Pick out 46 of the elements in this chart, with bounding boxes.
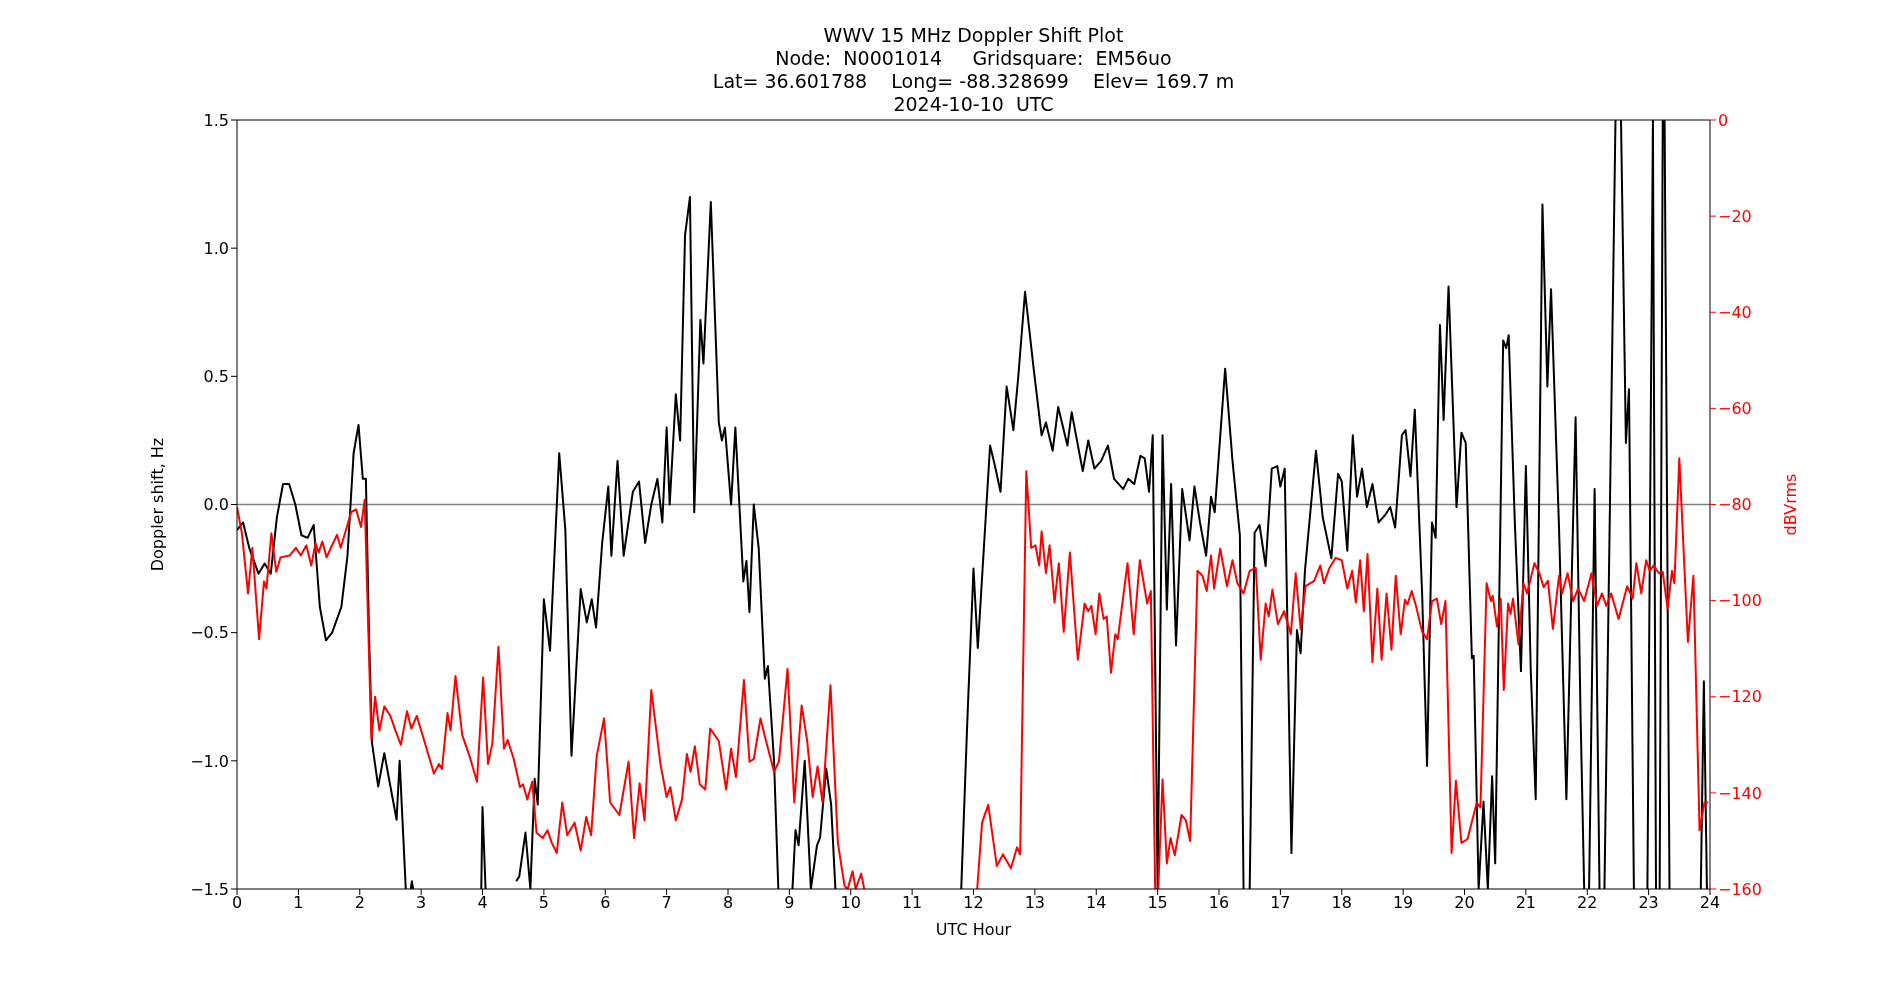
x-tick-label: 9 <box>784 893 795 913</box>
y-tick-label: 0.0 <box>203 495 229 515</box>
x-tick-label: 1 <box>293 893 304 913</box>
y2-tick-label: 0 <box>1718 110 1729 130</box>
y2-axis-title: dBVrms <box>1780 473 1800 536</box>
x-tick-label: 16 <box>1208 893 1230 913</box>
y2-tick-label: −80 <box>1718 495 1752 515</box>
y2-tick-label: −60 <box>1718 399 1752 419</box>
y-tick-label: 1.0 <box>203 238 229 258</box>
x-tick-label: 2 <box>354 893 365 913</box>
x-tick-label: 15 <box>1147 893 1168 913</box>
y-tick-label: 0.5 <box>203 367 229 387</box>
x-tick-label: 17 <box>1270 893 1291 913</box>
x-tick-label: 21 <box>1515 893 1537 913</box>
y2-tick-label: −140 <box>1718 783 1762 803</box>
x-tick-label: 18 <box>1331 893 1352 913</box>
x-tick-label: 0 <box>231 893 243 913</box>
y-tick-label: −1.5 <box>190 879 229 899</box>
x-tick-label: 11 <box>901 893 923 913</box>
x-tick-label: 23 <box>1638 893 1659 913</box>
y-axis-title: Doppler shift, Hz <box>147 437 167 572</box>
x-tick-label: 7 <box>661 893 672 913</box>
x-tick-label: 5 <box>538 893 549 913</box>
y2-tick-label: −40 <box>1718 302 1752 322</box>
x-tick-label: 20 <box>1454 893 1475 913</box>
chart-title: WWV 15 MHz Doppler Shift Plot <box>822 24 1125 47</box>
x-tick-label: 6 <box>600 893 611 913</box>
x-axis-title: UTC Hour <box>935 920 1012 939</box>
y-tick-label: −1.0 <box>190 751 229 771</box>
x-tick-label: 10 <box>840 893 861 913</box>
x-tick-label: 8 <box>722 893 734 913</box>
y-tick-label: 1.5 <box>203 110 229 130</box>
chart-subtitle: Node: N0001014 Gridsquare: EM56uo Lat= 36.601788 Long= -88.328699 Elev= 169.7 m 2024-10-10 UTC <box>711 47 1236 116</box>
x-tick-label: 19 <box>1392 893 1414 913</box>
x-tick-label: 4 <box>477 893 488 913</box>
y2-tick-label: −160 <box>1718 879 1762 899</box>
y2-tick-label: −20 <box>1718 206 1752 226</box>
x-tick-label: 22 <box>1577 893 1598 913</box>
x-tick-label: 3 <box>416 893 427 913</box>
x-tick-label: 24 <box>1699 893 1721 913</box>
y2-tick-label: −100 <box>1718 591 1762 611</box>
x-tick-label: 14 <box>1086 893 1107 913</box>
x-tick-label: 13 <box>1024 893 1046 913</box>
x-tick-label: 12 <box>963 893 984 913</box>
y-tick-label: −0.5 <box>190 623 229 643</box>
y2-tick-label: −120 <box>1718 687 1762 707</box>
